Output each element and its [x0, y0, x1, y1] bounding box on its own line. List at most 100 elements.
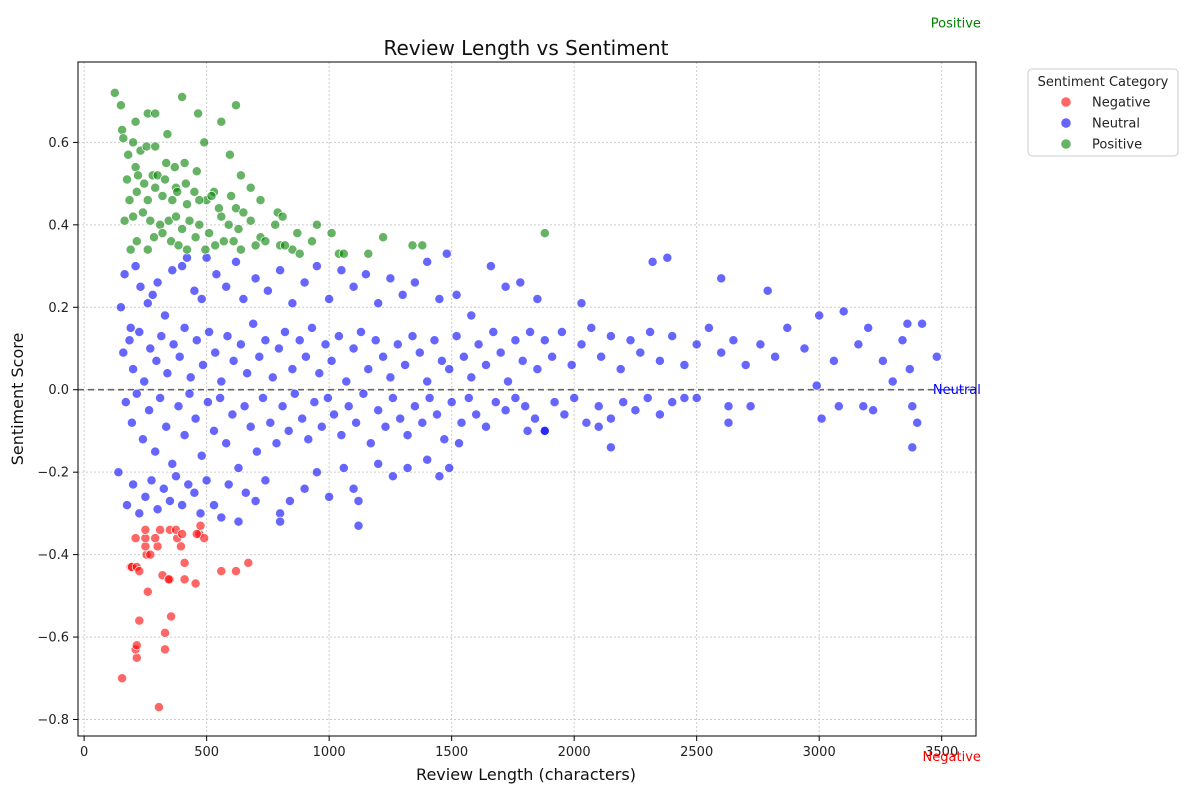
data-point	[273, 343, 284, 354]
data-point	[547, 351, 558, 362]
data-point	[902, 318, 913, 329]
data-point	[223, 479, 234, 490]
data-point	[581, 417, 592, 428]
data-point	[184, 215, 195, 226]
legend-label: Positive	[1092, 138, 1142, 153]
data-point	[160, 644, 170, 655]
data-point	[130, 261, 141, 272]
data-point	[863, 322, 874, 333]
data-point	[115, 100, 126, 111]
data-point	[134, 566, 145, 577]
data-point	[216, 376, 227, 387]
data-point	[338, 463, 349, 473]
data-point	[182, 244, 192, 255]
data-point	[118, 347, 129, 358]
data-point	[500, 405, 511, 416]
data-point	[414, 347, 425, 358]
data-point	[254, 351, 265, 362]
data-point	[667, 397, 678, 408]
data-point	[167, 195, 178, 206]
data-point	[158, 483, 169, 494]
data-point	[299, 277, 310, 288]
data-point	[199, 533, 210, 544]
data-point	[307, 236, 317, 247]
data-point	[336, 265, 347, 276]
data-point	[728, 335, 739, 346]
plot-frame	[77, 61, 977, 737]
data-point	[322, 393, 333, 403]
data-point	[439, 434, 450, 445]
y-tick-label: −0.4	[37, 548, 69, 563]
data-point	[429, 335, 440, 346]
data-point	[387, 393, 398, 403]
data-point	[137, 207, 148, 218]
data-point	[130, 162, 141, 173]
data-point	[262, 285, 273, 296]
data-point	[341, 376, 352, 387]
data-point	[422, 256, 433, 267]
data-point	[182, 252, 192, 263]
data-point	[481, 421, 491, 432]
data-point	[231, 566, 241, 577]
data-point	[539, 425, 550, 436]
data-point	[799, 343, 810, 354]
data-point	[647, 256, 658, 267]
data-point	[228, 355, 239, 366]
data-point	[200, 244, 211, 255]
data-point	[221, 438, 232, 449]
data-point	[198, 360, 208, 370]
data-point	[723, 401, 734, 412]
data-point	[348, 281, 359, 292]
data-point	[179, 557, 190, 568]
data-point	[409, 401, 420, 412]
data-point	[221, 281, 232, 292]
data-point	[226, 191, 237, 201]
data-point	[173, 401, 184, 412]
data-point	[134, 508, 145, 519]
data-point	[124, 195, 135, 206]
data-point	[177, 92, 188, 102]
data-point	[348, 343, 359, 354]
y-tick-label: 0.6	[48, 136, 69, 151]
data-point	[119, 215, 130, 226]
data-point	[417, 417, 428, 428]
data-point	[745, 401, 756, 412]
data-point	[155, 393, 166, 403]
x-axis-label: Review Length (characters)	[416, 765, 636, 784]
data-point	[128, 364, 139, 375]
data-point	[556, 327, 567, 337]
data-point	[395, 413, 406, 424]
data-point	[204, 228, 215, 239]
data-point	[161, 421, 172, 432]
data-point	[515, 277, 526, 288]
data-point	[157, 228, 168, 239]
data-point	[131, 236, 142, 247]
data-point	[204, 327, 215, 337]
data-point	[904, 364, 915, 375]
data-point	[199, 137, 210, 148]
x-tick-label: 3000	[803, 745, 836, 760]
data-point	[235, 244, 246, 255]
data-point	[196, 450, 207, 461]
data-point	[179, 574, 190, 585]
data-point	[858, 401, 869, 412]
data-point	[167, 265, 178, 276]
chart-title: Review Length vs Sentiment	[383, 36, 668, 60]
data-point	[171, 211, 181, 222]
data-point	[525, 327, 536, 337]
data-point	[126, 417, 137, 428]
legend-label: Neutral	[1092, 117, 1140, 132]
data-point	[223, 219, 234, 230]
data-point	[149, 232, 159, 243]
data-point	[233, 224, 244, 234]
data-point	[155, 524, 166, 535]
data-point	[451, 289, 462, 300]
data-point	[275, 265, 286, 276]
data-point	[130, 533, 141, 544]
data-point	[140, 491, 151, 502]
data-point	[195, 520, 206, 531]
data-point	[358, 388, 369, 399]
data-point	[811, 380, 822, 391]
data-point	[370, 335, 381, 346]
data-point	[190, 413, 201, 424]
